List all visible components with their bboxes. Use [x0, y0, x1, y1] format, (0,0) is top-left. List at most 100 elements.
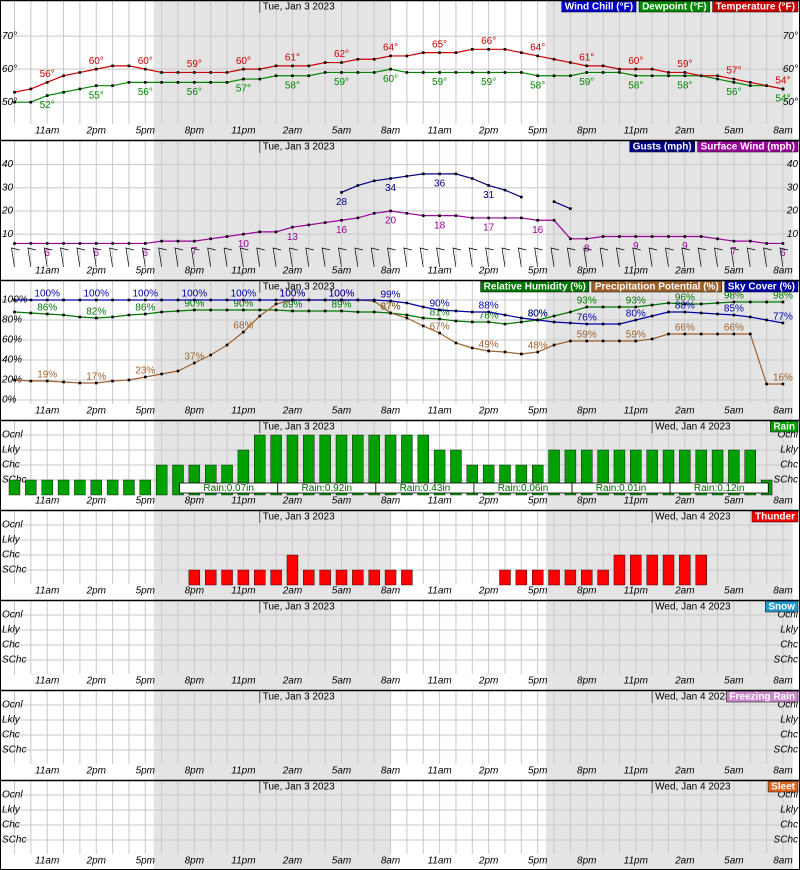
series-point [323, 71, 327, 74]
data-label: 99% [381, 290, 401, 301]
data-label: 19% [37, 370, 57, 381]
series-point [127, 298, 131, 302]
date-label: Wed, Jan 4 2023 [655, 782, 731, 793]
data-label: 89% [282, 300, 302, 311]
x-tick-label: 11am [35, 856, 59, 867]
bar [139, 479, 152, 496]
bar [613, 449, 626, 496]
bar [41, 479, 53, 496]
series-point [748, 81, 752, 84]
series-point [13, 100, 16, 104]
series-point [13, 242, 16, 245]
data-label: 28 [336, 197, 348, 208]
data-label: 6 [44, 248, 50, 259]
y-tick-label-right: SChc [774, 745, 798, 756]
series-point [716, 237, 719, 241]
wind-barb [190, 247, 200, 268]
data-label: 36 [434, 179, 446, 190]
series-point [454, 319, 458, 323]
series-point [618, 305, 621, 309]
series-point [274, 298, 278, 302]
x-tick-label: 8am [381, 266, 400, 277]
x-tick-label: 8pm [185, 496, 204, 507]
series-point [323, 309, 327, 313]
y-tick-label-right: Chc [780, 460, 798, 471]
wind-barb [763, 247, 772, 268]
series-point [471, 71, 474, 74]
data-label: 59° [334, 77, 349, 88]
wind-barb [616, 247, 625, 268]
x-tick-label: 5pm [136, 856, 155, 867]
bar [286, 434, 299, 496]
series-point [618, 71, 621, 74]
series-point [650, 235, 654, 238]
series-point [258, 77, 262, 81]
wind-barb [517, 247, 527, 268]
data-label: 80% [528, 309, 548, 320]
wind-barb [141, 247, 151, 268]
wind-barb [27, 247, 36, 268]
series-point [454, 341, 458, 345]
series-point [258, 298, 262, 302]
series-point [323, 221, 327, 224]
data-label: 76% [577, 313, 597, 324]
data-label: 10 [238, 239, 250, 250]
series-point [405, 71, 409, 74]
series-point [291, 298, 294, 302]
legend-label: Sleet [771, 782, 796, 793]
series-line [341, 173, 571, 210]
series-point [62, 313, 65, 317]
legend-label: Dewpoint (°F) [642, 2, 707, 13]
bar [25, 479, 37, 496]
series-point [209, 308, 212, 312]
data-label: 100% [329, 289, 355, 300]
data-label: 62° [334, 49, 349, 60]
series-point [454, 214, 458, 217]
series-point [160, 239, 163, 243]
data-label: 56° [138, 87, 153, 98]
series-point [618, 339, 621, 343]
data-label: 54° [775, 76, 790, 87]
series-point [487, 320, 490, 324]
x-tick-label: 2am [674, 766, 694, 777]
bar [57, 479, 70, 496]
series-point [503, 322, 507, 326]
wind-barb [223, 247, 233, 268]
series-point [520, 71, 523, 74]
series-point [225, 308, 229, 312]
bar [254, 434, 266, 496]
series-point [438, 172, 441, 176]
x-tick-label: 5am [724, 126, 743, 137]
wind-barb [387, 247, 396, 268]
bar [646, 554, 658, 586]
bar [254, 569, 266, 586]
wind-barb [305, 247, 314, 268]
series-point [699, 74, 703, 78]
series-point [242, 77, 245, 81]
x-tick-label: 8pm [577, 766, 596, 777]
series-point [13, 378, 16, 382]
series-point [225, 298, 229, 302]
series-point [242, 308, 245, 312]
x-tick-label: 11am [427, 766, 451, 777]
x-tick-label: 2pm [478, 676, 498, 687]
series-point [274, 302, 278, 306]
series-point [716, 301, 719, 305]
series-point [748, 300, 752, 304]
series-point [683, 302, 687, 306]
x-tick-label: 2pm [86, 126, 106, 137]
data-label: 59° [677, 59, 692, 70]
x-tick-label: 2pm [86, 496, 106, 507]
series-point [520, 51, 523, 54]
series-point [62, 90, 65, 94]
series-point [421, 324, 425, 328]
series-point [683, 235, 687, 238]
x-tick-label: 2am [282, 856, 302, 867]
series-point [274, 74, 278, 78]
series-point [209, 237, 212, 241]
data-label: 6 [780, 248, 786, 259]
data-label: 59° [579, 77, 594, 88]
rain-amount-label: Rain:0.06in [498, 483, 549, 494]
data-label: 59° [187, 59, 202, 70]
date-label: Tue, Jan 3 2023 [263, 282, 335, 293]
